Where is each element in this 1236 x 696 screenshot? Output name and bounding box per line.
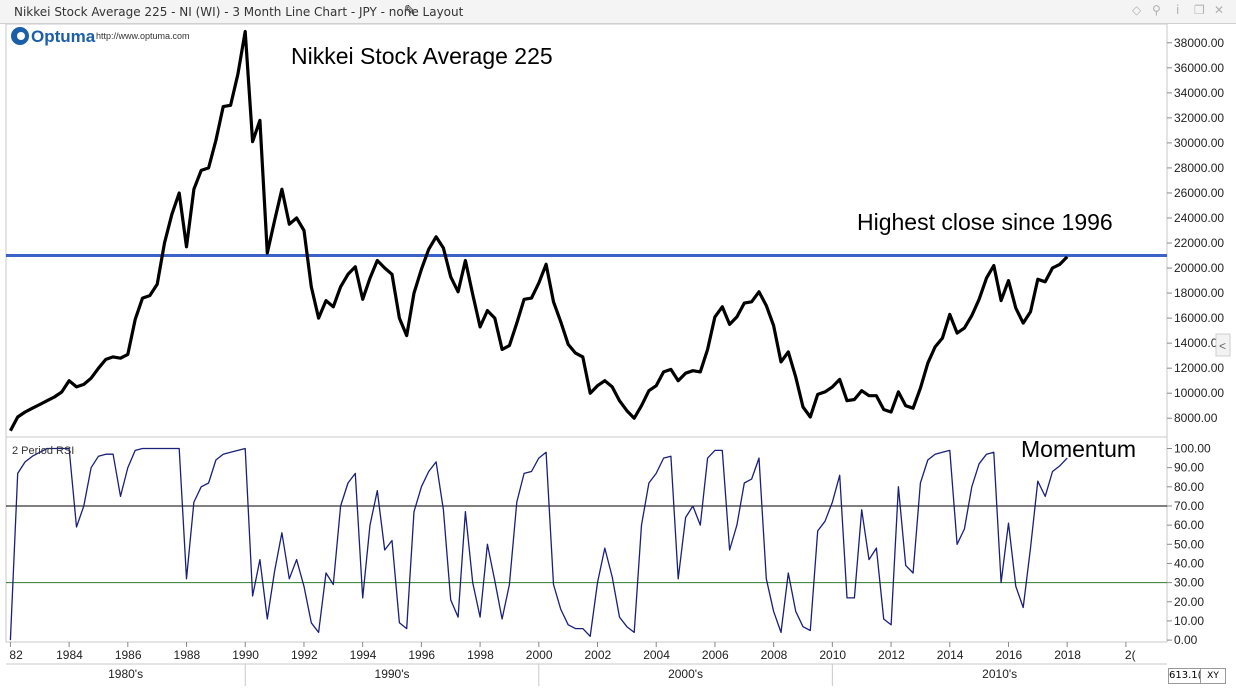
price-annotation: Highest close since 1996 [857,209,1113,235]
x-tick-label: 2016 [995,648,1022,662]
y-tick-label: 10000.00 [1174,386,1224,400]
y-tick-label: 34000.00 [1174,86,1224,100]
chevron-left-icon[interactable]: < [1219,339,1226,353]
y-tick-label: 20000.00 [1174,261,1224,275]
y-tick-label: 100.00 [1174,441,1211,455]
y-tick-label: 30000.00 [1174,136,1224,150]
y-tick-label: 20.00 [1174,595,1204,609]
x-tick-label: 1990 [232,648,259,662]
y-tick-label: 90.00 [1174,461,1204,475]
x-tick-label: 1994 [350,648,377,662]
cursor-value-readout: 613.1( [1168,668,1202,684]
diamond-icon[interactable]: ◇ [1132,3,1142,17]
x-tick-label: 2008 [761,648,788,662]
x-tick-label: 82 [9,648,23,662]
x-tick-label: 2006 [702,648,729,662]
x-tick-label: 1988 [174,648,201,662]
y-tick-label: 60.00 [1174,518,1204,532]
x-tick-label: 1992 [291,648,318,662]
y-tick-label: 38000.00 [1174,36,1224,50]
scroll-right-handle[interactable] [1215,333,1231,357]
x-tick-label: 2018 [1054,648,1081,662]
rsi-annotation: Momentum [1021,436,1136,462]
y-tick-label: 18000.00 [1174,286,1224,300]
series-line [8,29,1069,432]
pin-icon[interactable]: ⚲ [1152,3,1161,17]
x-tick-label: 2004 [643,648,670,662]
y-tick-label: 36000.00 [1174,61,1224,75]
info-icon[interactable]: ⅰ [1176,3,1180,17]
x-tick-label: 1986 [115,648,142,662]
xy-toggle-button[interactable]: XY [1200,668,1226,684]
x-tick-label: 2012 [878,648,905,662]
rsi-panel-frame [5,436,1168,643]
optuma-logo: Optuma http://www.optuma.com [10,26,210,46]
y-tick-label: 28000.00 [1174,161,1224,175]
y-tick-label: 26000.00 [1174,186,1224,200]
decade-label: 1980's [108,667,143,681]
x-tick-label: 1996 [408,648,435,662]
y-tick-label: 8000.00 [1174,411,1218,425]
x-tick-label: 2( [1125,648,1136,662]
x-tick-label: 1998 [467,648,494,662]
rsi-label: 2 Period RSI [12,445,74,457]
chart-svg: 8000.00 10000.00 12000.00 14000.00 16000.00 1… [5,23,1231,686]
y-tick-label: 10.00 [1174,614,1204,628]
chart-container: 8000.00 10000.00 12000.00 14000.00 16000.00 1… [0,23,1236,691]
y-tick-label: 50.00 [1174,537,1204,551]
y-tick-label: 70.00 [1174,499,1204,513]
y-tick-label: 80.00 [1174,480,1204,494]
y-tick-label: 22000.00 [1174,236,1224,250]
window-title: Nikkei Stock Average 225 - NI (WI) - 3 M… [14,5,464,19]
x-tick-label: 2010 [819,648,846,662]
logo-url: http://www.optuma.com [96,31,190,41]
y-tick-label: 32000.00 [1174,111,1224,125]
restore-icon[interactable]: ❐ [1194,3,1205,17]
y-tick-label: 30.00 [1174,576,1204,590]
decade-label: 2000's [668,667,703,681]
y-tick-label: 16000.00 [1174,311,1224,325]
close-icon[interactable]: ✕ [1214,3,1225,17]
y-tick-label: 0.00 [1174,633,1198,647]
x-tick-label: 2002 [585,648,612,662]
x-tick-label: 2000 [526,648,553,662]
window-titlebar: Nikkei Stock Average 225 - NI (WI) - 3 M… [0,0,1236,24]
series-line [9,447,1068,641]
y-tick-label: 24000.00 [1174,211,1224,225]
decade-label: 2010's [982,667,1017,681]
y-tick-label: 40.00 [1174,556,1204,570]
y-tick-label: 14000.00 [1174,336,1224,350]
logo-graphic: Optuma http://www.optuma.com [11,27,190,46]
logo-brand: Optuma [31,27,96,46]
y-tick-label: 12000.00 [1174,361,1224,375]
x-tick-label: 2014 [937,648,964,662]
pencil-icon[interactable]: ✎ [404,2,416,18]
x-tick-label: 1984 [56,648,83,662]
decade-label: 1990's [375,667,410,681]
price-chart-title: Nikkei Stock Average 225 [291,43,553,69]
